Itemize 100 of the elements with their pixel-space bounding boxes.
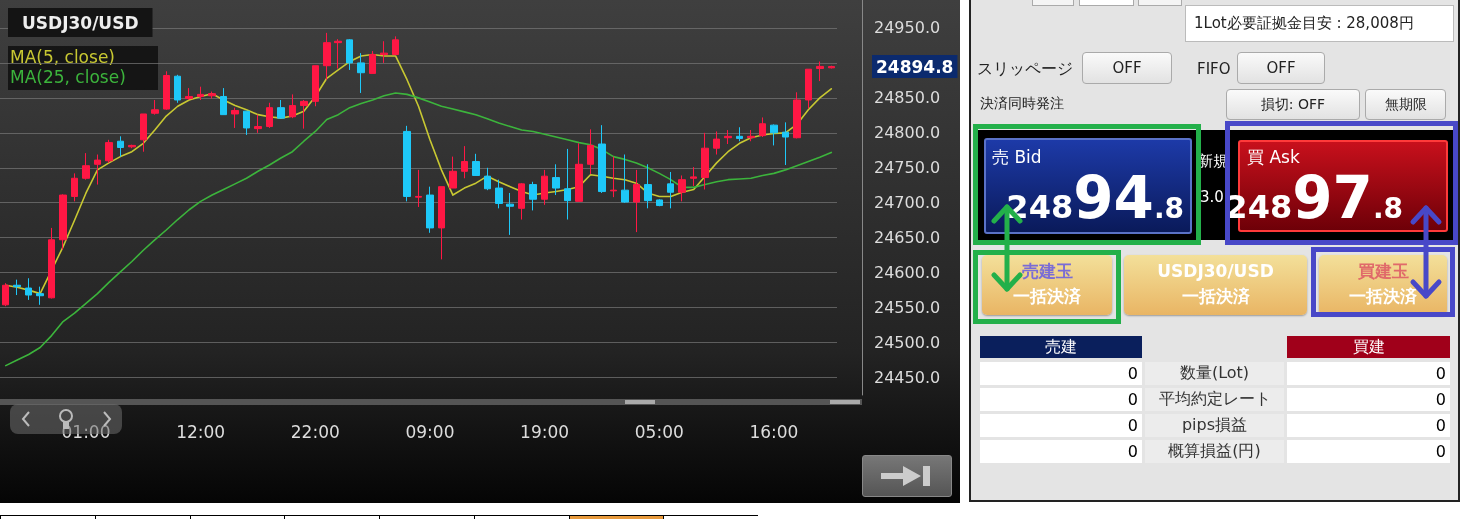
candlestick	[369, 50, 376, 74]
candlestick	[518, 182, 525, 221]
candlestick	[48, 227, 55, 300]
y-tick-label: 24600.0	[874, 263, 941, 283]
candlestick	[816, 61, 824, 82]
text: 無期限	[1365, 89, 1446, 120]
y-tick-label: 24550.0	[874, 298, 941, 318]
candlestick	[380, 40, 388, 64]
candlestick	[300, 99, 308, 130]
candlestick	[403, 125, 411, 202]
text: MA(25, close)	[10, 66, 126, 87]
candlestick	[334, 38, 342, 70]
text: 3.0	[1200, 188, 1224, 206]
text: .8	[1372, 192, 1403, 225]
text: 買建	[1287, 336, 1450, 358]
y-tick-label: 24950.0	[874, 18, 941, 38]
candlestick	[828, 65, 835, 70]
y-tick-label: 24700.0	[874, 193, 941, 213]
candlestick	[564, 148, 571, 221]
text: MA(5, close)	[10, 46, 115, 67]
text: 1Lot必要証拠金目安 : 28,008円	[1194, 13, 1415, 34]
candlestick	[36, 286, 44, 306]
candlestick	[678, 174, 686, 202]
text: 買建玉	[1356, 259, 1410, 283]
candlestick	[472, 153, 480, 176]
candlestick	[185, 87, 193, 101]
candlestick	[656, 198, 663, 207]
candlestick	[782, 121, 789, 166]
candlestick	[392, 35, 399, 56]
text: FIFO	[1197, 59, 1232, 80]
candlestick	[621, 154, 629, 204]
candlestick	[736, 126, 743, 142]
candlestick	[598, 124, 606, 194]
text: 0	[980, 362, 1142, 385]
candlestick	[575, 142, 583, 202]
text: 0	[980, 388, 1142, 411]
text: 一括決済	[1012, 284, 1082, 308]
x-tick-label: 16:00	[749, 421, 799, 442]
text: 数量(Lot)	[1145, 362, 1284, 385]
x-tick-label: 12:00	[176, 421, 226, 442]
text: 一括決済	[1348, 284, 1418, 308]
candlestick	[323, 32, 331, 81]
candlestick	[667, 171, 674, 209]
y-tick-label: 24750.0	[874, 158, 941, 178]
text: 損切: OFF	[1226, 89, 1360, 120]
candlestick	[289, 93, 296, 119]
text: 0	[1287, 388, 1450, 411]
text: USDJ30/USD	[1156, 260, 1275, 283]
candlestick	[724, 129, 732, 145]
candlestick	[82, 152, 90, 181]
x-tick-label: 05:00	[634, 421, 684, 442]
candlestick	[506, 192, 514, 236]
text: .8	[1153, 192, 1184, 225]
candlestick	[449, 156, 457, 189]
candlestick	[174, 74, 181, 104]
y-tick-label: 24650.0	[874, 228, 941, 248]
candlestick	[117, 135, 124, 158]
candlestick	[243, 110, 250, 136]
candlestick	[461, 145, 468, 179]
text: 一括決済	[1180, 284, 1251, 308]
candlestick	[633, 169, 640, 233]
candlestick	[25, 277, 32, 301]
text: OFF	[1237, 52, 1325, 84]
candlestick	[793, 91, 801, 139]
candlestick	[94, 154, 101, 186]
text: 概算損益(円)	[1145, 440, 1284, 463]
text: 248	[1225, 188, 1293, 226]
candlestick	[140, 113, 147, 153]
line-series	[4, 92, 833, 367]
candlestick	[254, 114, 262, 134]
text: 売建	[980, 336, 1142, 358]
candlestick	[220, 87, 227, 116]
candlestick	[529, 181, 537, 211]
candlestick	[2, 282, 9, 307]
text: 売 Bid	[992, 146, 1042, 167]
candlestick	[770, 123, 778, 146]
candlestick	[277, 99, 285, 119]
text: 0	[980, 414, 1142, 437]
text: 94	[1073, 164, 1154, 232]
candlestick	[552, 163, 560, 196]
candlestick	[541, 169, 548, 206]
candlestick	[357, 52, 365, 94]
candlestick	[747, 129, 755, 142]
candlestick	[759, 116, 766, 138]
candlestick	[151, 99, 159, 116]
candlestick	[71, 172, 78, 202]
candlestick	[197, 86, 204, 101]
candlestick	[59, 193, 67, 251]
x-tick-label: 22:00	[290, 421, 340, 442]
text: 決済同時発注	[980, 94, 1065, 113]
candlestick	[266, 102, 273, 129]
y-tick-label: 24800.0	[874, 123, 941, 143]
candlestick	[105, 139, 113, 164]
candlestick	[701, 132, 709, 190]
text: 24894.8	[876, 56, 954, 77]
candlestick	[690, 166, 697, 187]
text: USDJ30/USD	[22, 12, 139, 33]
y-tick-label: 24500.0	[874, 333, 941, 353]
text: 売建玉	[1020, 259, 1074, 283]
candlestick	[495, 179, 503, 209]
